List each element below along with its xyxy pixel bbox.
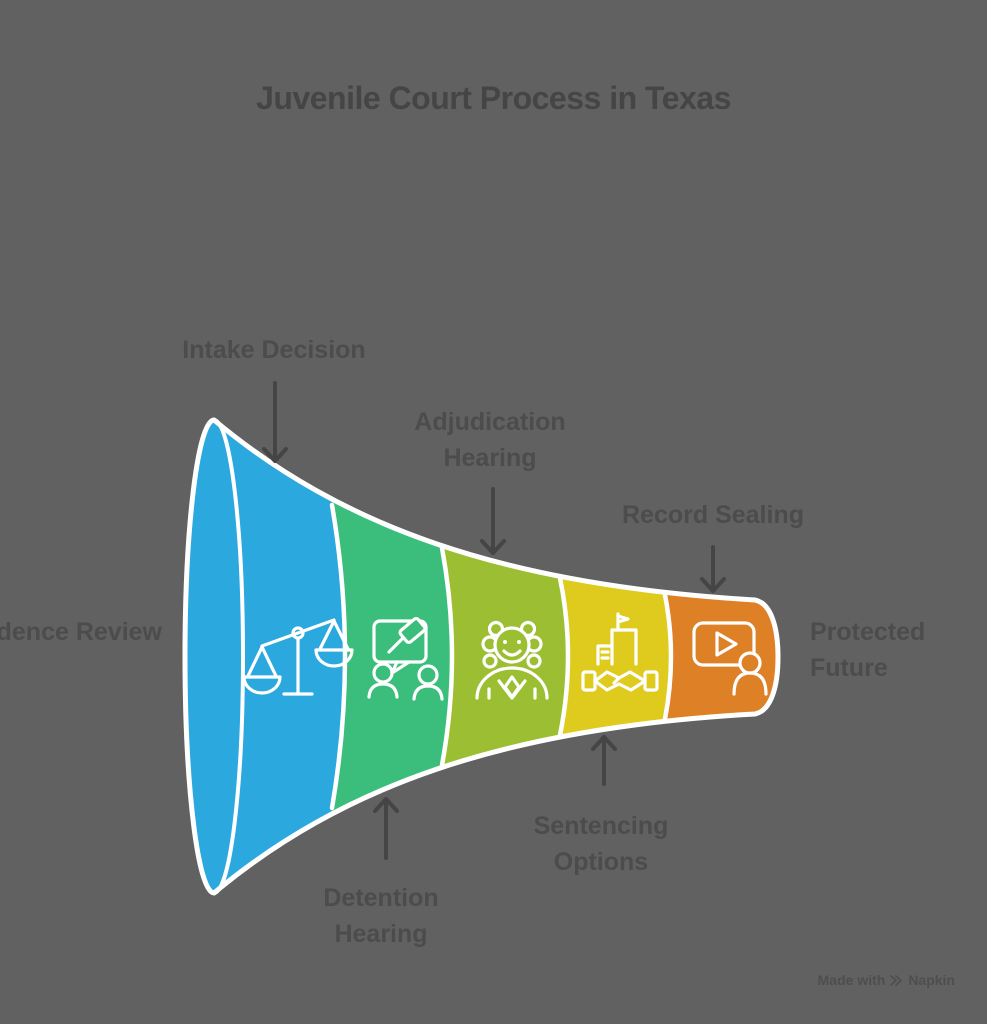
page-title: Juvenile Court Process in Texas bbox=[256, 80, 731, 116]
watermark: Made with Napkin bbox=[818, 972, 955, 988]
stage-label-record-sealing: Record Sealing bbox=[622, 501, 804, 529]
separator-2 bbox=[439, 545, 455, 768]
stage-label-adjudication-hearing: Adjudication Hearing bbox=[414, 408, 566, 473]
separator-3 bbox=[557, 575, 571, 738]
funnel-outlines bbox=[182, 417, 781, 896]
scales-icon bbox=[242, 618, 354, 696]
intake-decision-arrow bbox=[262, 381, 288, 463]
sentencing-options-arrow bbox=[591, 735, 617, 786]
judge-icon bbox=[475, 620, 549, 700]
stage-label-intake-decision: Intake Decision bbox=[182, 336, 366, 364]
record-sealing-arrow bbox=[700, 545, 726, 593]
funnel-input-label: Evidence Review bbox=[0, 618, 162, 646]
separator-1 bbox=[329, 502, 348, 811]
funnel-mouth-edge bbox=[212, 418, 245, 895]
watermark-brand: Napkin bbox=[908, 972, 955, 988]
funnel-output-label: Protected Future bbox=[810, 618, 926, 683]
funnel-outline bbox=[182, 417, 781, 896]
discussion-gavel-icon bbox=[367, 616, 444, 701]
video-person-icon bbox=[692, 621, 768, 696]
adjudication-hearing-arrow bbox=[480, 487, 506, 555]
stage-label-detention-hearing: Detention Hearing bbox=[323, 884, 439, 949]
courthouse-handshake-icon bbox=[581, 612, 659, 692]
separator-4 bbox=[662, 592, 674, 722]
watermark-prefix: Made with bbox=[817, 972, 886, 988]
detention-hearing-arrow bbox=[373, 797, 399, 860]
stage-label-sentencing-options: Sentencing Options bbox=[533, 812, 669, 877]
napkin-logo-icon bbox=[890, 974, 903, 986]
